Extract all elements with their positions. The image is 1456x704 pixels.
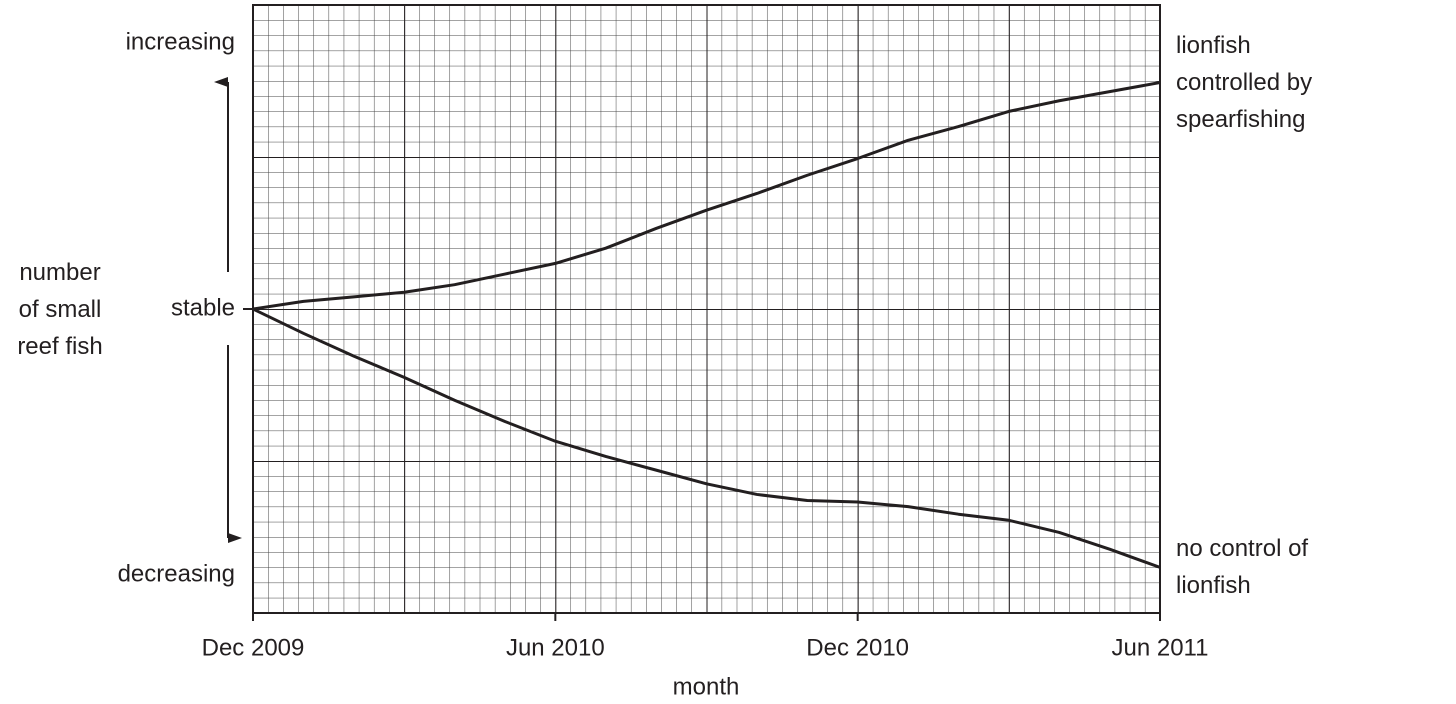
y-tick-label: stable (171, 294, 235, 321)
graph-paper-major (253, 5, 1160, 613)
x-tick-label: Dec 2010 (806, 634, 909, 661)
y-axis-label: number of small reef fish (17, 259, 103, 360)
line (252, 81, 1161, 311)
x-tick-label: Jun 2011 (1112, 634, 1209, 661)
y-tick-label: increasing (126, 28, 235, 55)
x-tick-label: Jun 2010 (506, 634, 605, 661)
line (252, 307, 1161, 569)
x-tick-label: Dec 2009 (202, 634, 305, 661)
y-tick-label: decreasing (118, 560, 235, 587)
series-label: lionfish controlled by spearfishing (1176, 32, 1313, 134)
x-axis-label: month (673, 673, 740, 700)
series-label: no control of lionfish (1176, 535, 1309, 600)
